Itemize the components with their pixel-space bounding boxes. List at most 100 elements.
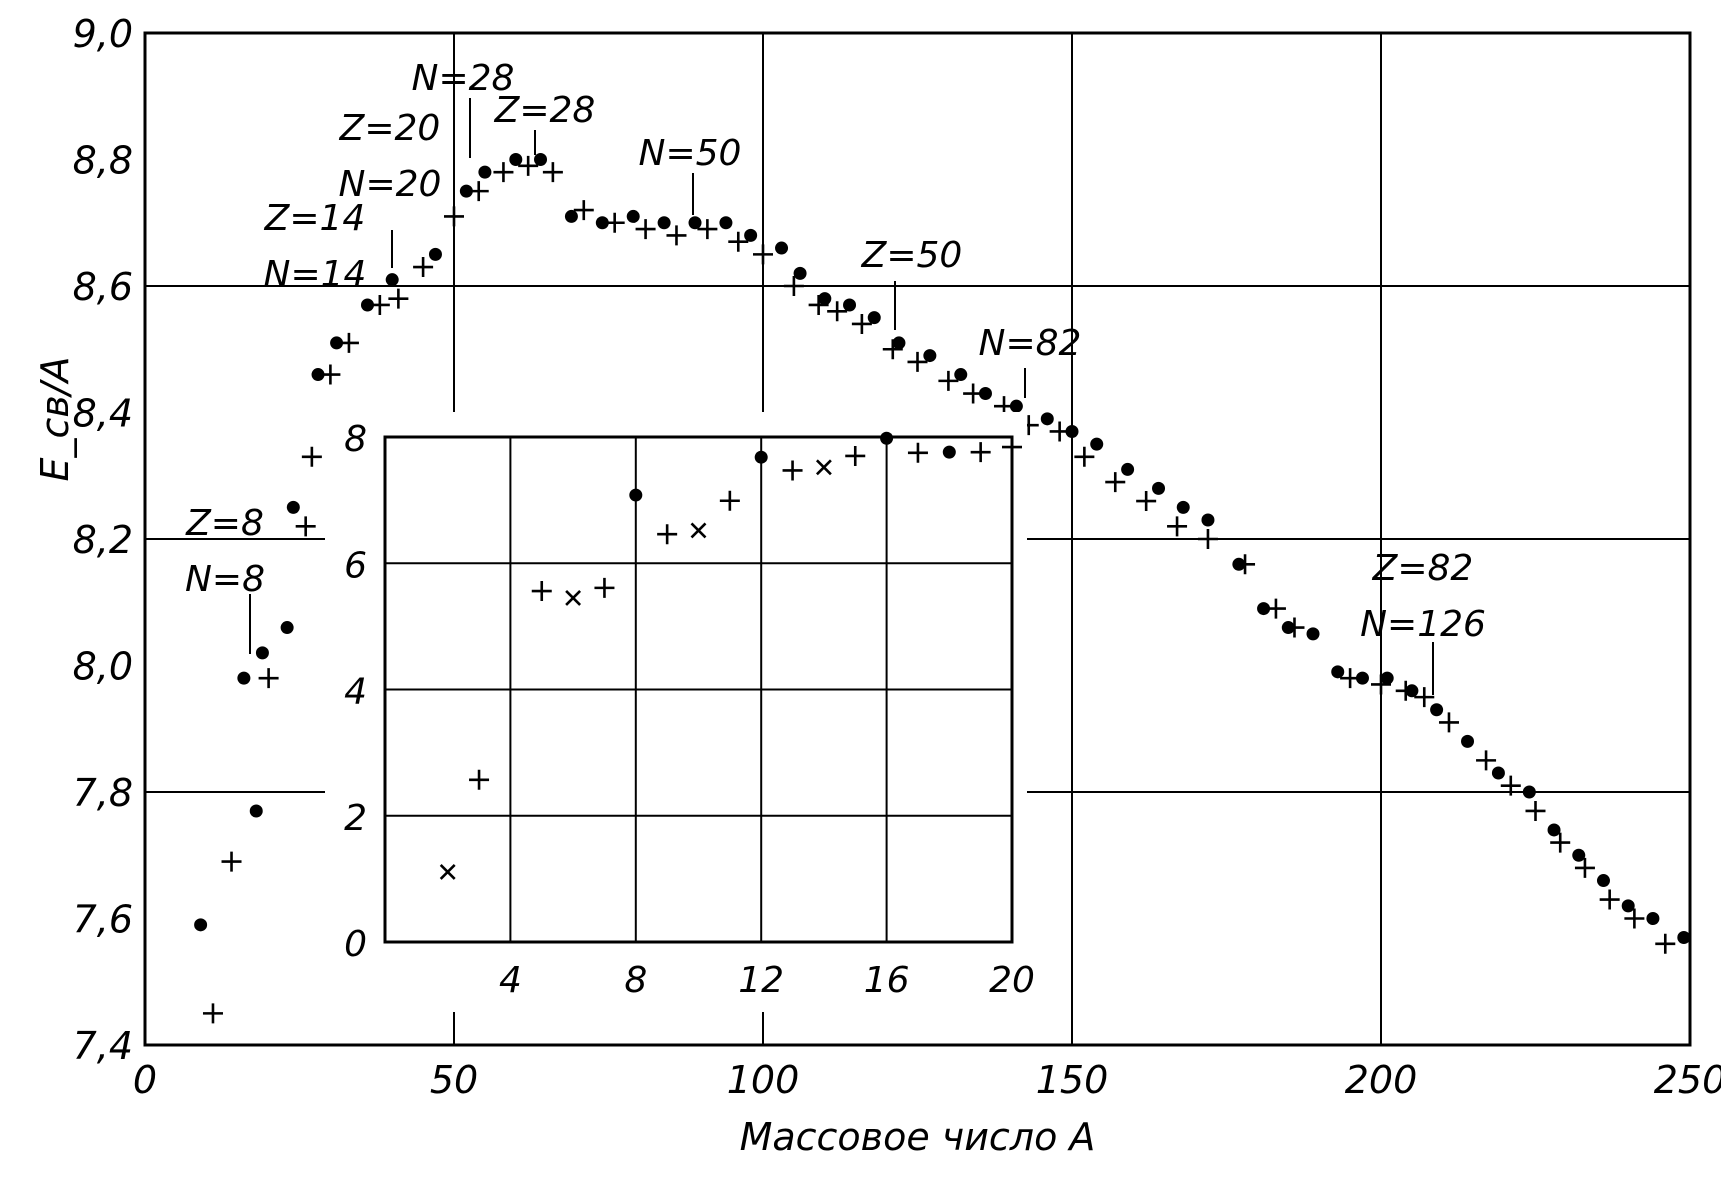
- main-x-tick-label: 250: [1654, 1058, 1721, 1102]
- main-point-dot: [1596, 874, 1610, 888]
- main-annotation-text: Z=28: [494, 90, 596, 131]
- main-point-dot: [1491, 766, 1505, 780]
- main-point-dot: [1677, 930, 1691, 944]
- main-point-dot: [1572, 848, 1586, 862]
- main-point-dot: [385, 273, 399, 287]
- main-point-plus: [1167, 516, 1188, 537]
- main-point-dot: [1430, 703, 1444, 717]
- main-point-plus: [1476, 750, 1497, 771]
- main-point-dot: [688, 216, 702, 230]
- main-point-dot: [428, 247, 442, 261]
- main-annotation-text: N=82: [979, 323, 1082, 364]
- inset-background: [325, 412, 1027, 1012]
- main-annotation-text: N=14: [264, 254, 367, 295]
- main-point-plus: [301, 446, 322, 467]
- main-point-plus: [1438, 712, 1459, 733]
- main-point-dot: [459, 184, 473, 198]
- inset-x-tick-label: 12: [738, 960, 784, 1001]
- main-point-plus: [468, 181, 489, 202]
- main-point-dot: [818, 292, 832, 306]
- main-point-dot: [843, 298, 857, 312]
- main-point-plus: [1049, 421, 1070, 442]
- main-x-tick-labels: 0 50 100 150 200 250: [133, 1058, 1721, 1102]
- main-point-plus: [827, 301, 848, 322]
- inset-point-dot: [629, 488, 643, 502]
- main-point-dot: [1065, 424, 1079, 438]
- main-annotation: N=28: [412, 58, 514, 158]
- main-annotation: Z=50: [861, 235, 962, 330]
- main-y-tick-label: 8,4: [73, 392, 133, 436]
- main-annotation: Z=82 N=126: [1360, 548, 1486, 695]
- main-point-plus: [697, 219, 718, 240]
- main-x-tick-label: 50: [430, 1058, 478, 1102]
- main-plot-frame: [143, 31, 1692, 1047]
- main-point-dot: [954, 368, 968, 382]
- main-y-tick-labels: 7,4 7,6 7,8 8,0 8,2 8,4 8,6 8,8 9,0: [73, 12, 133, 1068]
- main-point-dot: [255, 646, 269, 660]
- main-x-tick-label: 0: [133, 1058, 157, 1102]
- inset-y-tick-label: 4: [344, 672, 367, 713]
- main-point-dot: [1522, 785, 1536, 799]
- main-point-dot: [330, 336, 344, 350]
- inset-point-x: [815, 459, 832, 476]
- main-point-plus: [221, 851, 242, 872]
- main-point-dot: [793, 266, 807, 280]
- main-point-plus: [938, 370, 959, 391]
- main-annotation: Z=28: [494, 90, 596, 155]
- main-y-tick-label: 8,2: [73, 518, 133, 562]
- main-point-plus: [518, 155, 539, 176]
- inset-point-plus: [907, 442, 928, 463]
- main-annotation: Z=14 N=14: [264, 198, 393, 295]
- main-point-dot: [1176, 500, 1190, 514]
- main-point-dot: [744, 228, 758, 242]
- main-point-plus: [1574, 857, 1595, 878]
- main-data-points: [194, 153, 1691, 1024]
- main-point-dot: [478, 165, 492, 179]
- main-y-axis-label: E_св/A: [33, 356, 77, 481]
- main-annotation-text: N=8: [185, 559, 265, 600]
- main-point-plus: [851, 313, 872, 334]
- main-point-dot: [1331, 665, 1345, 679]
- inset-plot: 0 2 4 6 8 4 8 12 16 20: [325, 412, 1035, 1012]
- inset-point-plus: [469, 769, 490, 790]
- main-point-dot: [1152, 481, 1166, 495]
- main-point-dot: [978, 387, 992, 401]
- main-point-dot: [1040, 412, 1054, 426]
- main-point-dot: [892, 336, 906, 350]
- main-point-dot: [509, 153, 523, 166]
- main-y-tick-label: 8,0: [73, 645, 133, 689]
- main-point-plus: [1265, 598, 1286, 619]
- main-point-plus: [1414, 687, 1435, 708]
- main-annotations: Z=8N=8Z=14N=14Z=20N=20N=28Z=28N=50Z=50N=…: [185, 58, 1486, 695]
- main-point-plus: [1624, 908, 1645, 929]
- main-annotation-text: Z=14: [264, 198, 366, 239]
- main-point-dot: [1646, 912, 1660, 925]
- main-point-dot: [775, 241, 789, 255]
- main-annotation: Z=20 N=20: [339, 108, 442, 205]
- main-point-dot: [1306, 627, 1320, 641]
- main-point-dot: [1257, 602, 1271, 616]
- main-point-dot: [311, 368, 325, 382]
- main-point-dot: [719, 216, 733, 230]
- main-point-plus: [1284, 617, 1305, 638]
- inset-point-x: [690, 522, 707, 539]
- inset-y-tick-label: 6: [344, 545, 367, 586]
- main-point-plus: [1136, 491, 1157, 512]
- main-y-tick-label: 8,6: [73, 265, 133, 309]
- main-annotation-text: N=126: [1360, 604, 1486, 645]
- main-point-plus: [963, 383, 984, 404]
- inset-point-plus: [531, 581, 552, 602]
- main-x-tick-label: 200: [1345, 1058, 1418, 1102]
- main-point-dot: [194, 918, 208, 932]
- main-point-dot: [280, 621, 294, 635]
- main-point-plus: [1500, 775, 1521, 796]
- inset-x-tick-label: 20: [989, 960, 1035, 1001]
- main-point-dot: [1621, 899, 1635, 913]
- main-point-dot: [564, 209, 578, 223]
- main-point-plus: [728, 231, 749, 252]
- inset-x-tick-labels: 4 8 12 16 20: [499, 960, 1035, 1001]
- main-point-plus: [388, 288, 409, 309]
- main-point-dot: [1090, 437, 1104, 451]
- main-point-dot: [534, 153, 548, 166]
- main-point-plus: [1074, 446, 1095, 467]
